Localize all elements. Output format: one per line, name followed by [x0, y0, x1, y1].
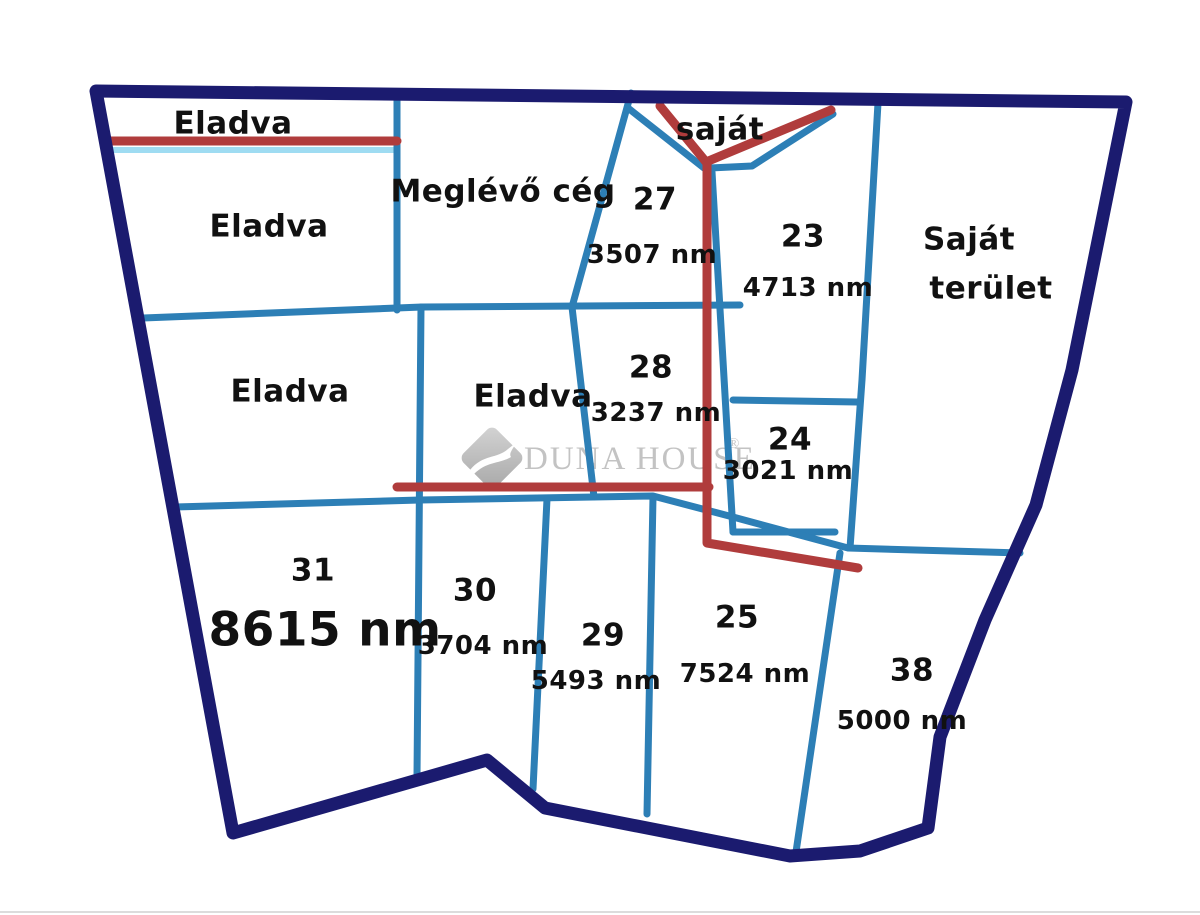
parcel-line-25-38-divider: [792, 549, 844, 856]
parcel-31-area: 8615 nm: [208, 602, 442, 658]
parcel-24-area: 3021 nm: [722, 456, 854, 486]
watermark-brand-text: DUNA HOUSE: [524, 441, 756, 477]
parcel-line-23-left-vertical: [708, 168, 737, 536]
watermark-registered-mark: ®: [728, 436, 739, 452]
site-outer-boundary: [89, 84, 1133, 863]
parcel-29-area: 5493 nm: [530, 666, 662, 696]
parcel-label-sold-mid-left: Eladva: [230, 373, 350, 410]
diamond-wave-icon: [470, 442, 517, 474]
parcel-line-middle-horizontal: [171, 492, 1024, 557]
parcel-line-upper-horizontal: [139, 301, 744, 322]
parcel-line-own-area-slant: [846, 99, 882, 552]
parcel-line-wedge-vee: [624, 104, 837, 172]
parcel-line-company-slant: [568, 89, 635, 501]
parcel-line-31-left-vertical: [413, 303, 425, 780]
red-line-vertical-bend: [702, 158, 863, 573]
parcel-27-number: 27: [632, 181, 678, 218]
parcel-24-number: 24: [767, 421, 813, 458]
parcel-25-number: 25: [714, 599, 760, 636]
parcel-31-number: 31: [290, 552, 336, 589]
parcel-label-existing-company: Meglévő cég: [390, 173, 616, 210]
parcel-25-area: 7524 nm: [679, 659, 811, 689]
parcel-38-area: 5000 nm: [836, 706, 968, 736]
duna-house-watermark: DUNA HOUSE ®: [461, 427, 756, 489]
parcel-23-number: 23: [780, 218, 826, 255]
parcel-label-sold-strip: Eladva: [173, 105, 293, 142]
parcel-30-area: 3704 nm: [417, 631, 549, 661]
parcel-label-sold-mid-center: Eladva: [473, 378, 593, 415]
parcel-label-own-wedge: saját: [675, 111, 765, 148]
parcel-line-29-25-divider: [643, 493, 657, 818]
parcel-28-number: 28: [628, 349, 674, 386]
parcel-line-24-top: [729, 396, 861, 406]
parcel-27-area: 3507 nm: [586, 240, 718, 270]
parcel-29-number: 29: [580, 617, 626, 654]
parcel-label-sold-upper: Eladva: [209, 208, 329, 245]
parcel-label-own-territory-line1: Saját: [922, 221, 1016, 258]
parcel-boundary-lines: [110, 89, 1024, 856]
parcel-label-own-territory-line2: terület: [929, 270, 1053, 307]
parcel-line-30-29-divider: [529, 495, 551, 793]
red-marked-lines: [106, 101, 863, 573]
parcel-38-number: 38: [889, 652, 935, 689]
parcel-23-area: 4713 nm: [742, 273, 874, 303]
parcel-30-number: 30: [452, 572, 498, 609]
parcel-28-area: 3237 nm: [590, 398, 722, 428]
